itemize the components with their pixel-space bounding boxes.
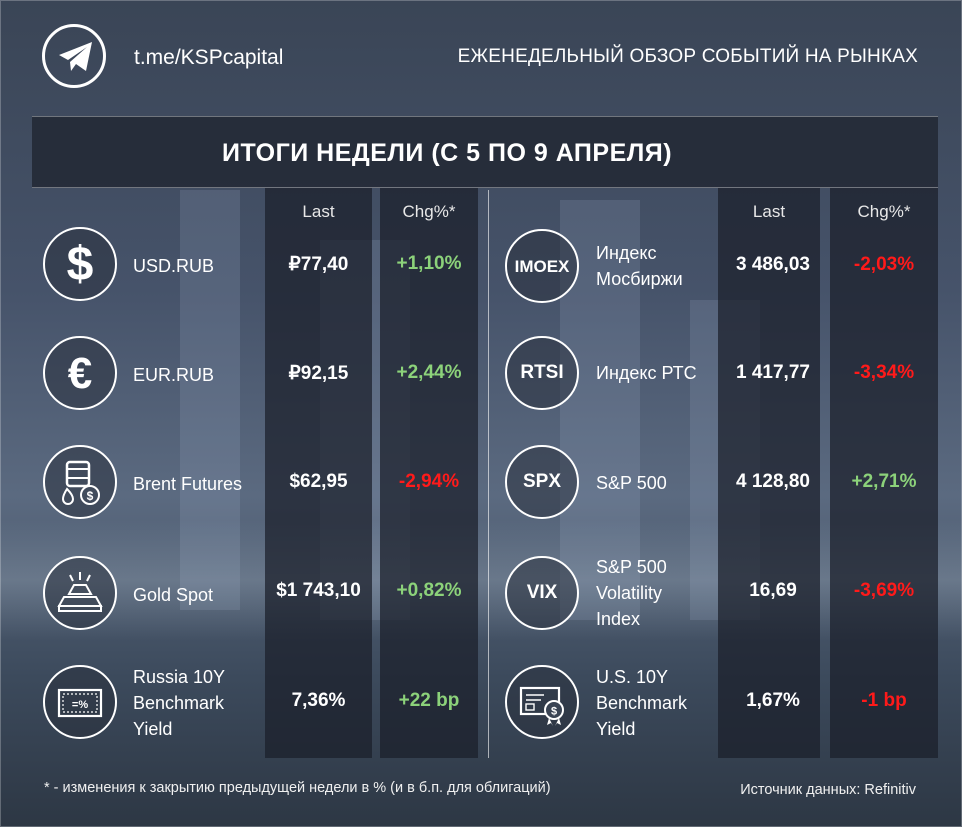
- change-value: +1,10%: [396, 253, 462, 274]
- telegram-icon[interactable]: [42, 24, 106, 88]
- instrument-name: S&P 500 Volatility Index: [596, 557, 667, 629]
- spx-badge: SPX: [505, 445, 579, 519]
- page-title: ИТОГИ НЕДЕЛИ (С 5 ПО 9 АПРЕЛЯ): [222, 139, 673, 167]
- imoex-badge: IMOEX: [505, 229, 579, 303]
- footnote: * - изменения к закрытию предыдущей неде…: [44, 780, 551, 796]
- change-value: -3,34%: [853, 362, 915, 383]
- svg-text:$: $: [551, 706, 557, 718]
- left-chg-column: [380, 188, 478, 758]
- svg-text:$: $: [87, 489, 94, 503]
- change-value: -1 bp: [861, 690, 907, 711]
- bond-seal-icon: $: [505, 665, 579, 739]
- last-value: 4 128,80: [736, 471, 810, 492]
- svg-text:=%: =%: [72, 699, 88, 711]
- vix-badge: VIX: [505, 556, 579, 630]
- instrument-name: Brent Futures: [133, 474, 243, 494]
- header-title: ЕЖЕНЕДЕЛЬНЫЙ ОБЗОР СОБЫТИЙ НА РЫНКАХ: [457, 46, 918, 67]
- oil-barrel-icon: $: [43, 445, 117, 519]
- instrument-name: Russia 10Y Benchmark Yield: [133, 667, 226, 739]
- bond-certificate-icon: =%: [43, 665, 117, 739]
- change-value: +22 bp: [398, 690, 460, 711]
- left-last-column: [265, 188, 372, 758]
- background-building: [180, 190, 240, 610]
- dollar-icon: $: [43, 227, 117, 301]
- right-last-header: Last: [752, 202, 786, 221]
- change-value: +2,71%: [851, 471, 917, 492]
- last-value: 16,69: [749, 580, 797, 601]
- telegram-link[interactable]: t.me/KSPcapital: [134, 46, 284, 69]
- instrument-name: EUR.RUB: [133, 365, 215, 385]
- last-value: 7,36%: [291, 690, 346, 711]
- change-value: +0,82%: [396, 580, 462, 601]
- last-value: ₽92,15: [288, 363, 349, 384]
- change-value: -3,69%: [853, 580, 915, 601]
- header: t.me/KSPcapital ЕЖЕНЕДЕЛЬНЫЙ ОБЗОР СОБЫТ…: [0, 0, 962, 110]
- right-chg-column: [830, 188, 938, 758]
- last-value: $62,95: [289, 471, 348, 492]
- data-source: Источник данных: Refinitiv: [740, 782, 916, 798]
- instrument-name: USD.RUB: [133, 256, 215, 276]
- left-last-header: Last: [302, 202, 335, 221]
- last-value: $1 743,10: [276, 580, 361, 601]
- change-value: -2,03%: [853, 254, 915, 275]
- right-chg-header: Chg%*: [857, 202, 911, 221]
- last-value: 1,67%: [746, 690, 800, 711]
- last-value: 3 486,03: [736, 254, 810, 275]
- instrument-name: Индекс Мосбиржи: [596, 243, 683, 289]
- instrument-name: Gold Spot: [133, 585, 214, 605]
- rtsi-badge: RTSI: [505, 336, 579, 410]
- gold-bars-icon: [43, 556, 117, 630]
- title-banner: ИТОГИ НЕДЕЛИ (С 5 ПО 9 АПРЕЛЯ): [32, 116, 938, 188]
- instrument-name: Индекс РТС: [596, 363, 697, 383]
- change-value: +2,44%: [396, 362, 462, 383]
- change-value: -2,94%: [398, 471, 460, 492]
- svg-text:€: €: [68, 349, 92, 398]
- instrument-name: S&P 500: [596, 473, 667, 493]
- instrument-name: U.S. 10Y Benchmark Yield: [596, 667, 688, 739]
- svg-text:$: $: [67, 238, 94, 291]
- last-value: ₽77,40: [288, 254, 349, 275]
- euro-icon: €: [43, 336, 117, 410]
- last-value: 1 417,77: [736, 362, 810, 383]
- left-chg-header: Chg%*: [402, 202, 456, 221]
- right-last-column: [718, 188, 820, 758]
- column-divider: [488, 190, 489, 758]
